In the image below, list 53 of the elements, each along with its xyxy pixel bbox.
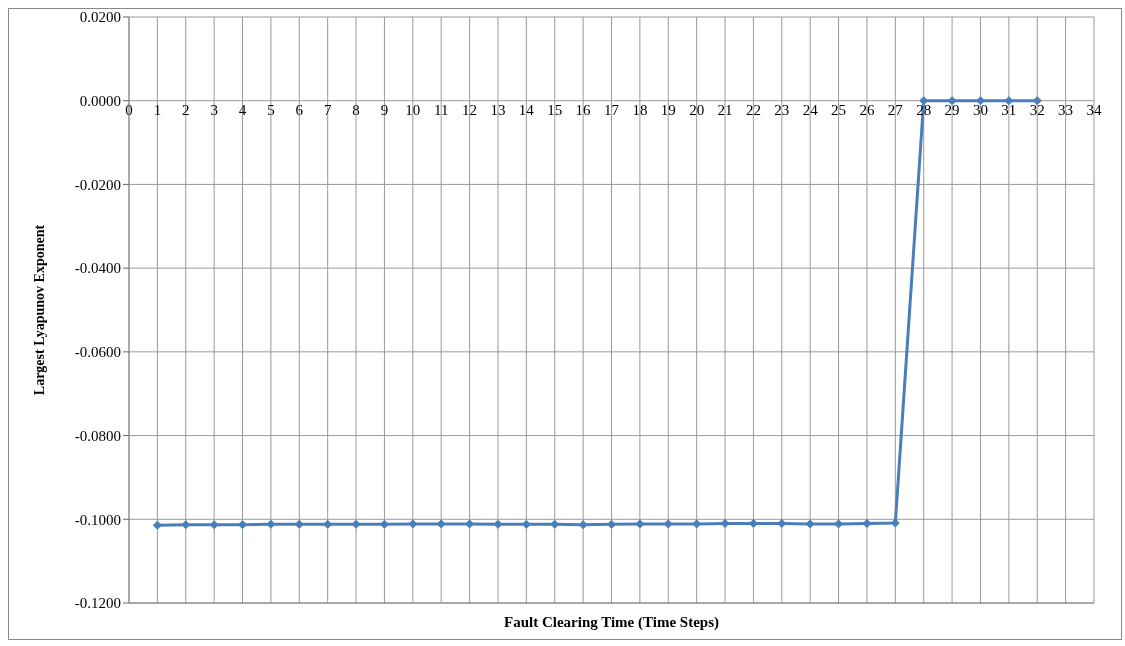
x-tick-label: 4	[238, 101, 247, 118]
x-tick-label: 34	[1086, 101, 1102, 118]
x-tick-label: 23	[774, 101, 790, 118]
point	[351, 519, 361, 529]
y-axis-title: Largest Lyapunov Exponent	[31, 224, 47, 396]
x-tick-label: 17	[604, 101, 620, 118]
x-tick-label: 27	[887, 101, 904, 118]
point	[493, 519, 503, 529]
x-tick-label: 33	[1058, 101, 1074, 118]
point	[266, 519, 276, 529]
x-tick-label: 20	[689, 101, 705, 118]
x-tick-label: 24	[802, 101, 819, 118]
y-tick-label: -0.1200	[74, 595, 121, 612]
x-tick-label: 12	[462, 101, 478, 118]
x-axis-title: Fault Clearing Time (Time Steps)	[504, 614, 719, 631]
y-tick-label: -0.0800	[74, 427, 121, 444]
point	[209, 520, 219, 530]
x-tick-label: 2	[182, 101, 190, 118]
y-tick-label: 0.0200	[79, 9, 121, 26]
y-tick-label: -0.0200	[74, 176, 121, 193]
x-tick-label: 15	[547, 101, 563, 118]
point	[1004, 96, 1014, 106]
x-tick-label: 26	[859, 101, 875, 118]
x-tick-label: 25	[831, 101, 847, 118]
x-tick-label: 11	[433, 101, 449, 118]
point	[607, 519, 616, 529]
x-tick-label: 0	[125, 101, 133, 118]
x-tick-label: 8	[352, 101, 360, 118]
point	[947, 96, 957, 106]
x-tick-label: 10	[405, 101, 421, 118]
point	[152, 520, 162, 530]
x-tick-label: 9	[380, 101, 389, 118]
x-tick-label: 1	[153, 101, 162, 118]
y-tick-label: -0.1000	[74, 511, 121, 528]
x-tick-label: 19	[660, 101, 676, 118]
x-tick-label: 30	[972, 101, 988, 118]
x-tick-label: 6	[295, 101, 304, 118]
x-tick-label: 31	[1001, 101, 1017, 118]
x-tick-label: 22	[745, 101, 761, 118]
x-tick-label: 32	[1029, 101, 1045, 118]
y-tick-label: -0.0400	[74, 260, 121, 277]
x-tick-label: 3	[210, 101, 218, 118]
y-tick-label: -0.0600	[74, 344, 121, 361]
x-tick-label: 18	[632, 101, 648, 118]
x-tick-label: 13	[490, 101, 506, 118]
x-tick-label: 29	[944, 101, 960, 118]
x-tick-label: 5	[267, 101, 275, 118]
x-tick-label: 16	[575, 101, 592, 118]
point	[578, 520, 588, 530]
x-tick-label: 21	[717, 101, 733, 118]
x-tick-label: 14	[518, 101, 535, 118]
x-tick-label: 7	[323, 101, 332, 118]
y-tick-label: 0.0000	[79, 93, 121, 110]
